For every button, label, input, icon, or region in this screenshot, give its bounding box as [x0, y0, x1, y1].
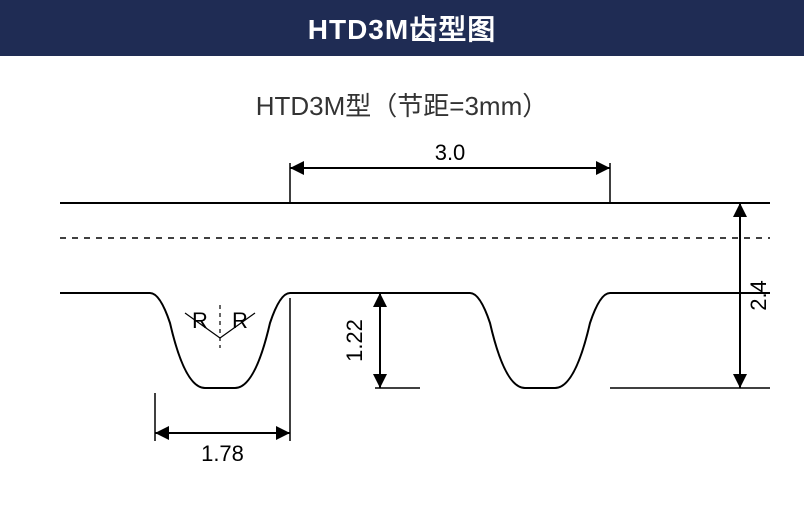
header-bar: HTD3M齿型图: [0, 0, 804, 56]
svg-text:1.78: 1.78: [201, 441, 244, 466]
svg-text:3.0: 3.0: [435, 140, 466, 165]
svg-text:1.22: 1.22: [342, 319, 367, 362]
diagram-svg: RR 3.0 1.78 1.22 2.4: [0, 133, 804, 493]
svg-text:R: R: [192, 308, 208, 333]
svg-text:2.4: 2.4: [746, 280, 771, 311]
tooth-profile-diagram: RR 3.0 1.78 1.22 2.4: [0, 133, 804, 493]
subtitle-text: HTD3M型（节距=3mm）: [256, 91, 549, 121]
svg-text:R: R: [232, 308, 248, 333]
header-title: HTD3M齿型图: [308, 14, 496, 45]
subtitle: HTD3M型（节距=3mm）: [0, 86, 804, 123]
